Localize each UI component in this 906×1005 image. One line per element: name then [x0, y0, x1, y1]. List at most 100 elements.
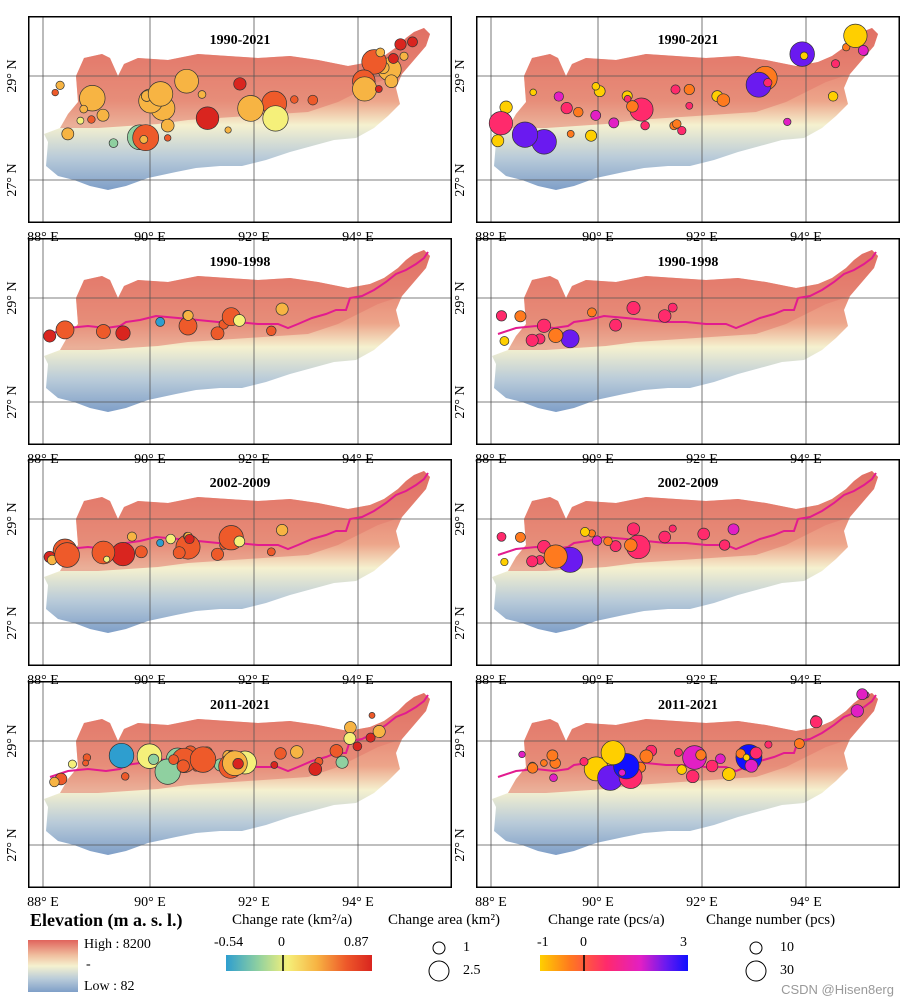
change-bubble — [211, 547, 224, 561]
change-bubble — [670, 84, 681, 95]
elevation-legend-title: Elevation (m a. s. l.) — [30, 910, 183, 930]
change-bubble — [168, 754, 179, 765]
map-frame — [28, 238, 452, 445]
x-tick-label: 88° E — [475, 230, 507, 245]
high-plateau-shape — [508, 250, 878, 350]
change-bubble — [499, 336, 510, 346]
x-tick-label: 94° E — [790, 673, 822, 688]
change-bubble — [591, 82, 600, 91]
change-bubble — [139, 135, 149, 144]
change-bubble — [134, 545, 148, 559]
y-tick-label: 29° N — [5, 724, 20, 757]
panel-title: 1990-2021 — [210, 33, 271, 48]
change-bubble — [580, 527, 590, 537]
change-bubble — [274, 747, 287, 760]
rate-area-legend-title: Change rate (km²/a) — [232, 912, 353, 928]
rate-area-min-label: -0.54 — [214, 935, 244, 950]
change-bubble — [233, 314, 246, 327]
change-bubble — [549, 773, 558, 783]
change-bubble — [233, 535, 246, 548]
x-tick-label: 90° E — [582, 230, 614, 245]
route-line — [497, 694, 877, 778]
legend: Elevation (m a. s. l.) High : 8200 - Low… — [0, 900, 906, 1005]
map-svg-number-2011-2021: 2011-2021 88° E 90° E 92° E 94° E 29° N 27° N — [453, 681, 900, 910]
change-bubble — [233, 77, 247, 91]
map-panel-number-1990-1998: 1990-1998 88° E 90° E 92° E 94° E 29° N 27° N — [453, 238, 900, 467]
change-bubble — [515, 531, 526, 543]
map-frame — [476, 681, 900, 888]
map-svg-number-2002-2009: 2002-2009 88° E 90° E 92° E 94° E 29° N 27° N — [453, 459, 900, 688]
change-bubble — [394, 38, 407, 51]
change-bubble — [156, 538, 165, 547]
change-bubble — [799, 51, 809, 60]
change-bubble — [275, 302, 289, 316]
change-bubble — [496, 531, 507, 542]
change-bubble — [573, 106, 584, 118]
change-bubble — [108, 742, 135, 769]
change-bubble — [368, 712, 376, 719]
change-bubble — [365, 732, 376, 743]
change-bubble — [716, 93, 731, 107]
change-bubble — [127, 531, 137, 542]
elevation-high-label: High : 8200 — [84, 937, 151, 952]
change-bubble — [51, 88, 59, 97]
change-bubble — [224, 126, 232, 134]
x-tick-label: 94° E — [342, 895, 374, 910]
change-bubble — [352, 76, 378, 102]
change-bubble — [210, 326, 225, 341]
change-bubble — [160, 118, 175, 133]
elevation-mid-mark: - — [86, 957, 91, 972]
y-tick-label: 29° N — [453, 502, 468, 535]
change-bubble — [172, 546, 186, 560]
change-bubble — [697, 527, 710, 541]
change-bubble — [343, 732, 357, 745]
y-tick-label: 27° N — [453, 163, 468, 196]
change-bubble — [307, 94, 319, 106]
change-bubble — [164, 134, 172, 142]
change-bubble — [609, 540, 622, 552]
high-plateau-shape — [508, 28, 878, 128]
change-bubble — [270, 761, 279, 769]
number-large-label: 30 — [780, 963, 794, 978]
change-bubble — [683, 83, 695, 96]
x-tick-label: 90° E — [134, 673, 166, 688]
change-bubble — [54, 542, 80, 568]
change-bubble — [600, 740, 626, 766]
change-bubble — [715, 753, 726, 765]
y-tick-label: 27° N — [5, 163, 20, 196]
change-bubble — [290, 95, 299, 104]
change-bubble — [525, 333, 539, 347]
map-svg-rate-1990-2021: 1990-2021 88° E 90° E 92° E 94° E 29° N 27° N — [5, 16, 452, 245]
change-bubble — [626, 100, 639, 113]
change-bubble — [585, 129, 598, 142]
y-tick-label: 29° N — [5, 59, 20, 92]
change-bubble — [764, 740, 773, 749]
change-bubble — [658, 309, 672, 323]
y-tick-label: 27° N — [5, 606, 20, 639]
map-svg-number-1990-2021: 1990-2021 88° E 90° E 92° E 94° E 29° N 27° N — [453, 16, 900, 245]
map-frame-content — [28, 459, 452, 666]
change-bubble — [399, 51, 409, 61]
y-tick-label: 27° N — [453, 606, 468, 639]
change-bubble — [742, 753, 751, 762]
change-bubble — [590, 110, 602, 121]
change-bubble — [108, 138, 119, 148]
change-bubble — [262, 105, 289, 132]
change-bubble — [500, 557, 509, 567]
change-bubble — [827, 91, 839, 102]
change-bubble — [121, 772, 130, 781]
y-tick-label: 29° N — [5, 281, 20, 314]
map-frame — [476, 238, 900, 445]
change-bubble — [514, 310, 527, 323]
change-bubble — [308, 762, 323, 776]
map-frame-content — [28, 16, 452, 223]
watermark: CSDN @Hisen8erg — [781, 982, 894, 997]
y-tick-label: 27° N — [5, 385, 20, 418]
change-bubble — [626, 522, 641, 536]
area-legend-title: Change area (km²) — [388, 912, 500, 928]
rate-area-zero-label: 0 — [278, 935, 285, 950]
change-bubble — [722, 767, 736, 781]
change-bubble — [197, 90, 207, 99]
change-bubble — [658, 530, 671, 544]
rate-area-ramp — [226, 955, 372, 971]
